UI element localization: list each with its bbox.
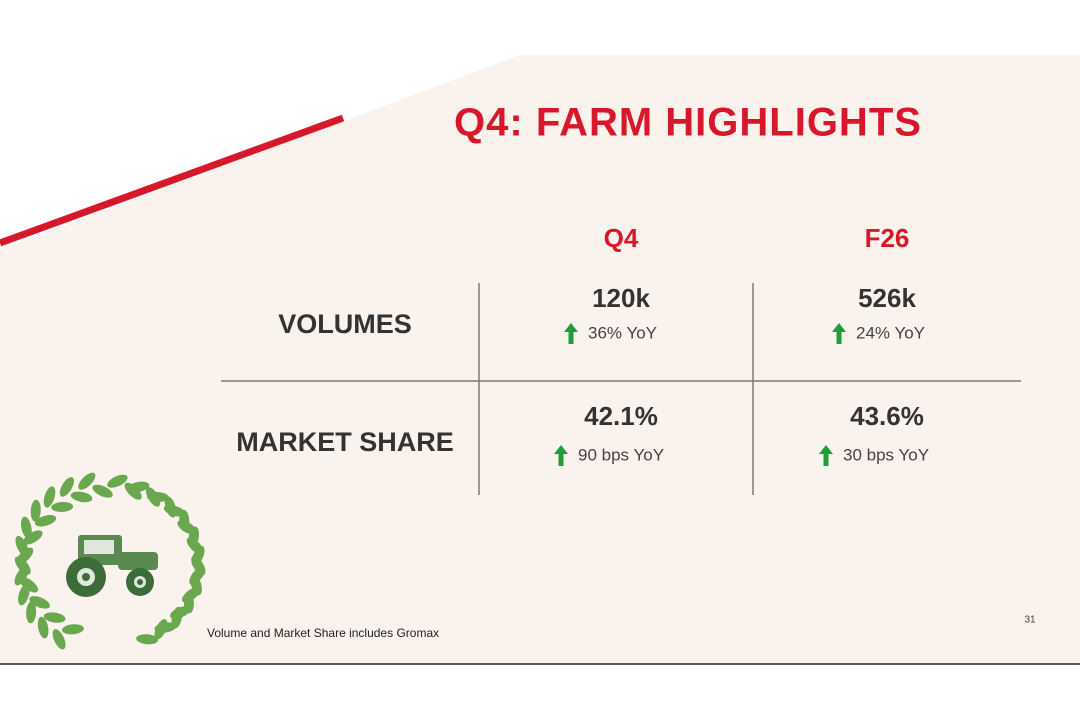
- laurel-leaf: [70, 491, 93, 503]
- accent-stripe: [0, 114, 345, 247]
- laurel-leaf: [43, 486, 56, 508]
- up-arrow: [832, 323, 846, 344]
- tractor: [66, 535, 158, 597]
- laurel-icon: [14, 472, 206, 650]
- row-label: VOLUMES: [278, 309, 412, 339]
- up-arrow: [819, 445, 833, 466]
- laurel-leaf: [107, 474, 128, 488]
- laurel-leaf: [34, 514, 57, 527]
- laurel-leaf: [43, 612, 66, 623]
- laurel-leaf: [18, 584, 30, 606]
- cell-change: 24% YoY: [856, 323, 925, 342]
- laurel-leaf: [37, 616, 49, 639]
- laurel-leaf: [127, 481, 150, 493]
- up-arrow: [564, 323, 578, 344]
- laurel-leaf: [14, 565, 29, 586]
- cell-change: 90 bps YoY: [578, 445, 664, 464]
- row-label: MARKET SHARE: [236, 427, 454, 457]
- up-arrow: [554, 445, 568, 466]
- cell-change: 36% YoY: [588, 323, 657, 342]
- column-header: Q4: [604, 223, 639, 253]
- page-number: 31: [1024, 615, 1036, 626]
- laurel-leaf: [19, 576, 39, 593]
- slide-title: Q4: FARM HIGHLIGHTS: [454, 101, 922, 145]
- laurel-leaf: [26, 601, 37, 624]
- laurel-leaf: [61, 624, 84, 635]
- laurel-leaf: [163, 504, 186, 517]
- cell-value: 43.6%: [850, 401, 924, 431]
- laurel-leaf: [171, 606, 183, 629]
- laurel-leaf: [30, 499, 41, 522]
- laurel-leaf: [154, 619, 168, 640]
- cell-value: 120k: [592, 283, 650, 313]
- column-header: F26: [865, 223, 910, 253]
- laurel-leaf: [92, 484, 113, 498]
- laurel-leaf: [59, 477, 75, 497]
- laurel-leaf: [23, 530, 43, 545]
- laurel-leaf: [21, 516, 32, 539]
- cell-value: 526k: [858, 283, 916, 313]
- laurel-leaf: [136, 634, 159, 645]
- cell-value: 42.1%: [584, 401, 658, 431]
- laurel-leaf: [78, 472, 96, 490]
- footnote: Volume and Market Share includes Gromax: [207, 626, 439, 640]
- laurel-leaf: [146, 491, 169, 502]
- slide-background: [0, 55, 1080, 663]
- laurel-leaf: [29, 596, 50, 609]
- laurel-leaf: [51, 501, 74, 512]
- cell-change: 30 bps YoY: [843, 445, 929, 464]
- laurel-leaf: [52, 629, 66, 650]
